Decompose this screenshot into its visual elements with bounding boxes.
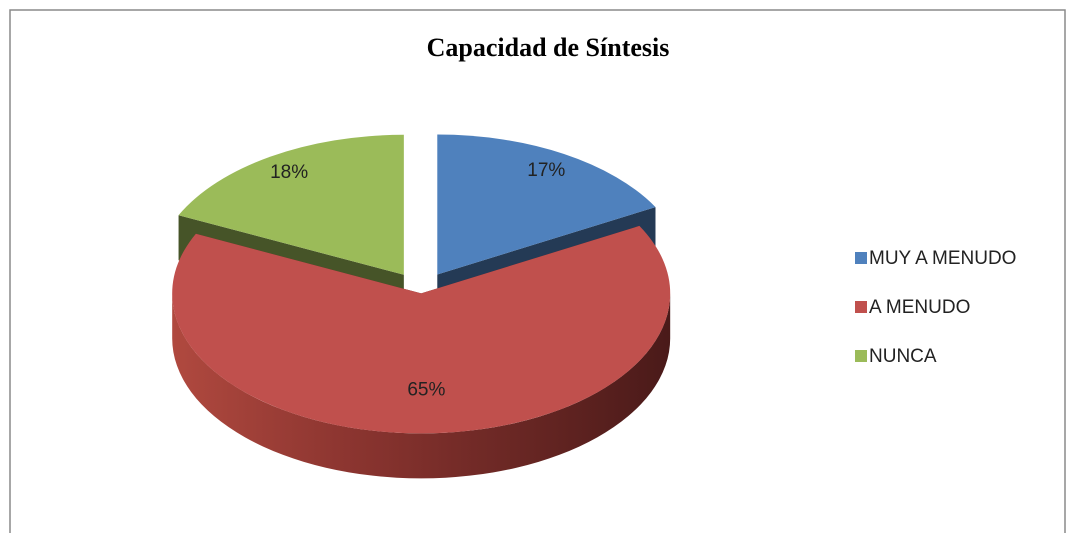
legend: MUY A MENUDO A MENUDO NUNCA — [855, 248, 1016, 367]
data-label: 17% — [527, 160, 565, 181]
legend-swatch — [855, 350, 867, 362]
legend-label: NUNCA — [869, 346, 937, 367]
legend-label: A MENUDO — [869, 297, 970, 318]
data-label: 65% — [407, 380, 445, 401]
chart-title: Capacidad de Síntesis — [427, 33, 670, 62]
pie: 17% 18% 65% — [172, 134, 671, 479]
chart-border — [9, 9, 1066, 533]
data-label: 18% — [270, 162, 308, 183]
slice-top — [178, 134, 404, 275]
slice-top — [437, 134, 656, 275]
pie-slice: 65% — [172, 225, 671, 479]
legend-label: MUY A MENUDO — [869, 248, 1016, 269]
slice-side — [172, 293, 671, 479]
legend-swatch — [855, 301, 867, 313]
slice-top — [172, 225, 671, 434]
legend-swatch — [855, 252, 867, 264]
